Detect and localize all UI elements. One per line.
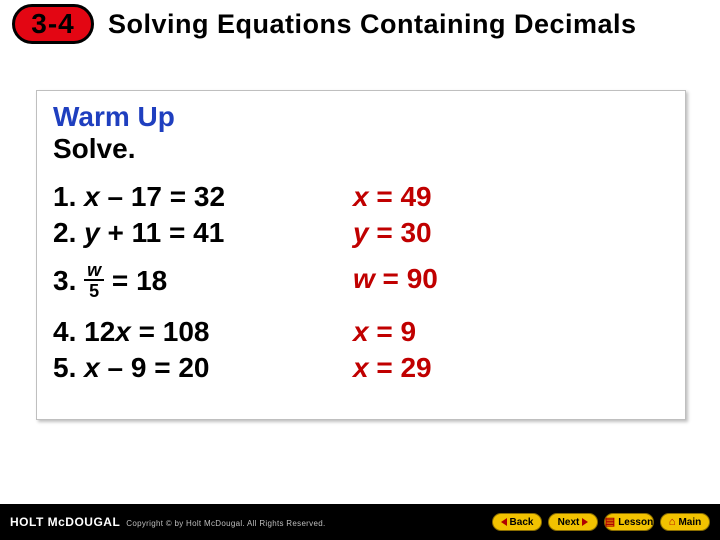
q-coeff: 12 [84,316,115,347]
footer: HOLT McDOUGAL Copyright © by Holt McDoug… [0,504,720,540]
a-expr: = 49 [369,181,432,212]
nav-label: Main [678,517,701,528]
fraction-denominator: 5 [86,281,102,300]
q-expr: = 18 [104,265,167,296]
a-expr: = 90 [375,263,438,294]
a-variable: x [353,181,369,212]
nav-label: Lesson [618,517,653,528]
answer-5: x = 29 [353,352,432,384]
problem-row: 3. w 5 = 18 w = 90 [53,263,669,302]
section-badge: 3-4 [12,4,94,44]
q-number: 4. [53,316,76,347]
fraction-numerator: w [84,261,104,281]
a-expr: = 30 [369,217,432,248]
problem-row: 1. x – 17 = 32 x = 49 [53,181,669,213]
q-number: 2. [53,217,76,248]
fraction: w 5 [84,261,104,300]
next-button[interactable]: Next [548,513,598,531]
a-expr: = 9 [369,316,416,347]
a-variable: x [353,316,369,347]
main-button[interactable]: ⌂ Main [660,513,710,531]
chevron-left-icon [501,518,507,526]
slide: 3-4 Solving Equations Containing Decimal… [0,0,720,540]
chapter-title: Solving Equations Containing Decimals [108,9,637,40]
q-variable: y [84,217,100,248]
back-button[interactable]: Back [492,513,542,531]
q-variable: x [84,352,100,383]
a-variable: x [353,352,369,383]
problem-row: 2. y + 11 = 41 y = 30 [53,217,669,249]
q-expr: – 17 = 32 [100,181,225,212]
header: 3-4 Solving Equations Containing Decimal… [0,0,720,48]
brand: HOLT McDOUGAL Copyright © by Holt McDoug… [10,515,325,529]
document-icon: ▤ [605,517,615,528]
q-expr: + 11 = 41 [100,217,225,248]
answer-3: w = 90 [353,263,438,302]
question-3: 3. w 5 = 18 [53,263,353,302]
q-expr: = 108 [131,316,210,347]
brand-copyright: Copyright © by Holt McDougal. All Rights… [126,519,325,528]
q-variable: x [115,316,131,347]
problem-row: 5. x – 9 = 20 x = 29 [53,352,669,384]
answer-2: y = 30 [353,217,432,249]
nav-label: Next [558,517,580,528]
a-variable: w [353,263,375,294]
q-variable: x [84,181,100,212]
problem-row: 4. 12x = 108 x = 9 [53,316,669,348]
content-box: Warm Up Solve. 1. x – 17 = 32 x = 49 2. … [36,90,686,420]
q-number: 3. [53,265,76,296]
q-expr: – 9 = 20 [100,352,210,383]
answer-4: x = 9 [353,316,416,348]
question-1: 1. x – 17 = 32 [53,181,353,213]
nav-label: Back [510,517,534,528]
chevron-right-icon [582,518,588,526]
instruction: Solve. [53,133,669,165]
question-4: 4. 12x = 108 [53,316,353,348]
home-icon: ⌂ [669,517,676,528]
q-number: 5. [53,352,76,383]
a-variable: y [353,217,369,248]
lesson-button[interactable]: ▤ Lesson [604,513,654,531]
q-number: 1. [53,181,76,212]
a-expr: = 29 [369,352,432,383]
warmup-label: Warm Up [53,101,669,133]
question-2: 2. y + 11 = 41 [53,217,353,249]
question-5: 5. x – 9 = 20 [53,352,353,384]
brand-logo: HOLT McDOUGAL [10,515,120,529]
answer-1: x = 49 [353,181,432,213]
nav: Back Next ▤ Lesson ⌂ Main [492,513,710,531]
